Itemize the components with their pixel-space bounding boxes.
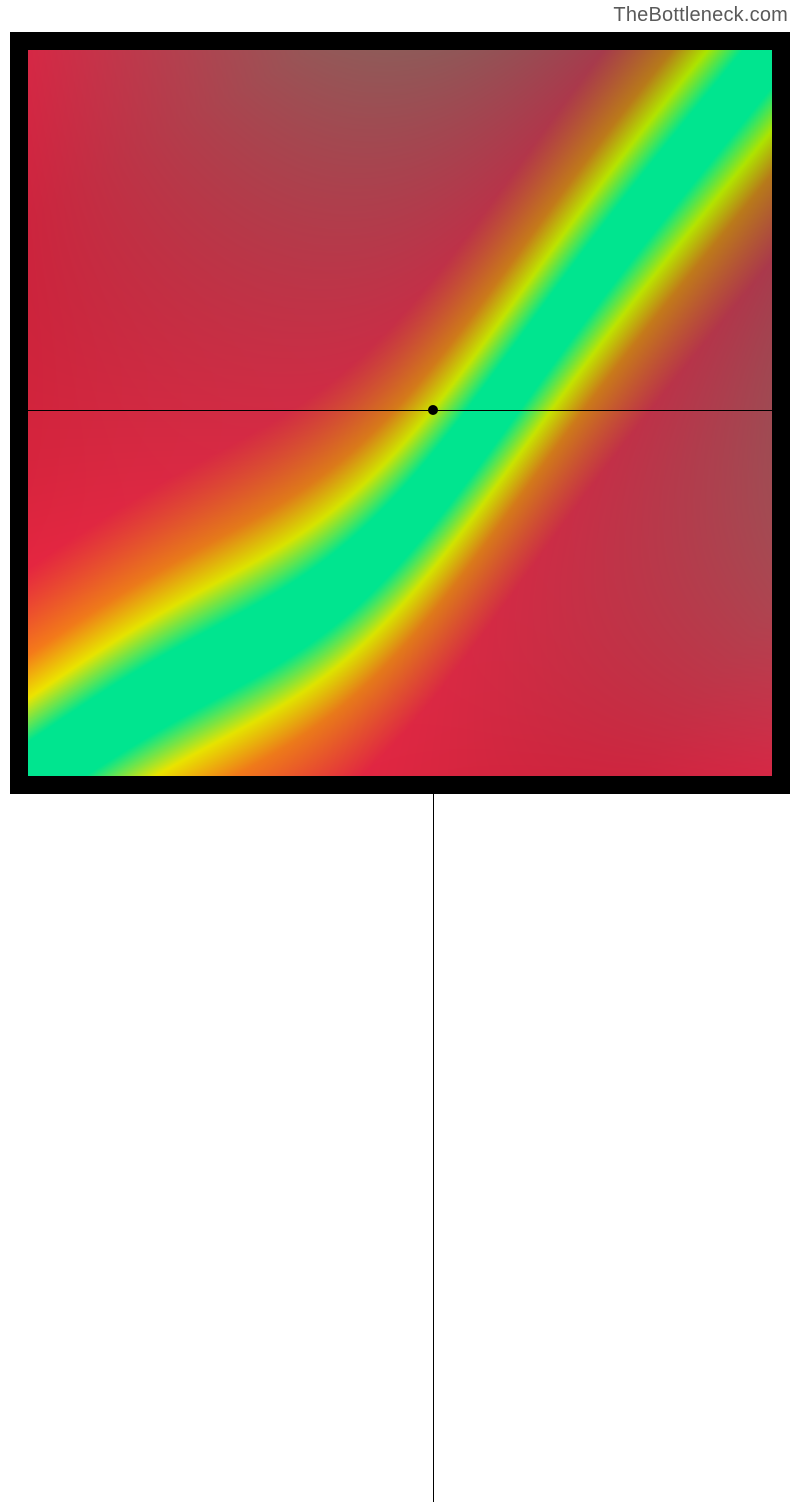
heatmap-canvas	[28, 50, 772, 776]
chart-container: TheBottleneck.com	[0, 0, 800, 800]
crosshair-horizontal	[28, 410, 772, 411]
selection-marker[interactable]	[428, 405, 438, 415]
watermark-text: TheBottleneck.com	[613, 4, 788, 27]
chart-outer-frame	[10, 32, 790, 794]
crosshair-vertical	[433, 776, 434, 1502]
chart-plot-area	[28, 50, 772, 776]
